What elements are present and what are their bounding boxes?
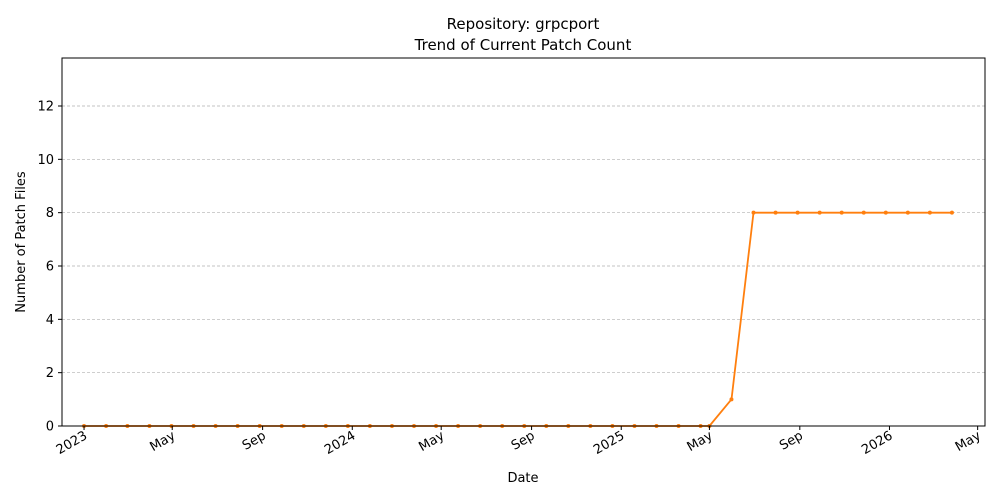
data-point bbox=[795, 210, 800, 215]
y-tick-label: 4 bbox=[46, 313, 54, 328]
data-point bbox=[905, 210, 910, 215]
gridlines bbox=[62, 105, 985, 374]
y-tick-label: 10 bbox=[37, 153, 54, 168]
plot-frame bbox=[61, 57, 986, 427]
y-tick-label: 0 bbox=[46, 420, 54, 435]
x-tick-label: 2025 bbox=[591, 428, 627, 458]
x-tick-label: May bbox=[685, 428, 716, 455]
x-tick-label: 2024 bbox=[322, 428, 358, 458]
x-tick-label: Sep bbox=[240, 428, 269, 453]
x-tick-label: 2026 bbox=[859, 428, 895, 458]
data-point bbox=[861, 210, 866, 215]
x-tick-label: Sep bbox=[509, 428, 538, 453]
y-tick-label: 6 bbox=[46, 260, 54, 275]
data-point bbox=[927, 210, 932, 215]
data-point bbox=[773, 210, 778, 215]
y-axis: 0 2 4 6 8 10 12 bbox=[37, 100, 62, 435]
data-point bbox=[883, 210, 888, 215]
data-point bbox=[751, 210, 756, 215]
y-tick-label: 2 bbox=[46, 366, 54, 381]
x-tick-label: 2023 bbox=[54, 428, 90, 458]
y-tick-label: 12 bbox=[37, 100, 54, 115]
x-tick-label: May bbox=[953, 428, 984, 455]
data-point bbox=[839, 210, 844, 215]
x-tick-label: Sep bbox=[777, 428, 806, 453]
x-axis-label: Date bbox=[507, 471, 538, 486]
data-point bbox=[817, 210, 822, 215]
chart-subtitle: Trend of Current Patch Count bbox=[414, 36, 632, 54]
chart-title: Repository: grpcport bbox=[447, 15, 600, 33]
y-axis-label: Number of Patch Files bbox=[14, 171, 29, 313]
y-tick-label: 8 bbox=[46, 206, 54, 221]
x-tick-label: May bbox=[416, 428, 447, 455]
x-axis: 2023 May Sep 2024 May Sep 2025 May Sep 2026 May bbox=[54, 426, 984, 458]
x-tick-label: May bbox=[147, 428, 178, 455]
data-point bbox=[949, 210, 954, 215]
data-point bbox=[729, 397, 734, 402]
